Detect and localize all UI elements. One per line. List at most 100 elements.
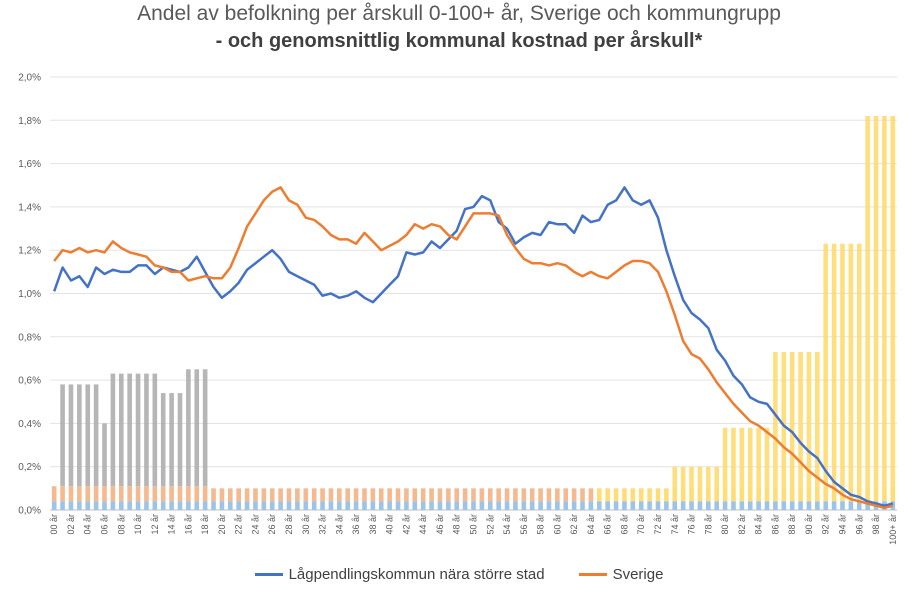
age-bar-top bbox=[697, 466, 703, 487]
age-bar-base bbox=[236, 501, 241, 510]
age-bar-mid bbox=[622, 488, 627, 502]
age-bar-base bbox=[378, 501, 384, 510]
age-bar-base bbox=[546, 501, 552, 510]
age-bar-mid bbox=[588, 488, 594, 502]
age-bar-top bbox=[773, 351, 778, 487]
x-tick-label: 36 år bbox=[351, 514, 361, 535]
x-tick-label: 88 år bbox=[787, 514, 797, 535]
age-bar-base bbox=[261, 501, 267, 510]
x-tick-label: 94 år bbox=[837, 514, 847, 535]
age-bar-mid bbox=[211, 488, 216, 502]
x-tick-label: 46 år bbox=[435, 514, 445, 535]
age-bar-base bbox=[77, 501, 82, 510]
age-bar-top bbox=[714, 466, 720, 487]
age-bar-base bbox=[739, 501, 745, 510]
age-bar-base bbox=[387, 501, 392, 510]
x-tick-label: 22 år bbox=[234, 514, 244, 535]
grid-lines bbox=[50, 76, 897, 511]
age-bar-base bbox=[420, 501, 426, 510]
age-bar-base bbox=[337, 501, 342, 510]
age-bar-mid bbox=[479, 488, 485, 502]
age-bar-mid bbox=[320, 488, 325, 502]
age-bar-base bbox=[320, 501, 325, 510]
age-bar-base bbox=[152, 501, 158, 510]
age-bar-mid bbox=[278, 488, 283, 502]
x-tick-label: 98 år bbox=[871, 514, 881, 535]
age-bar-mid bbox=[85, 486, 91, 502]
legend-item-lagpendling: Lågpendlingskommun nära större stad bbox=[254, 566, 545, 583]
age-bar-base bbox=[555, 501, 560, 510]
age-bar-mid bbox=[118, 486, 124, 502]
x-tick-label: 74 år bbox=[670, 514, 680, 535]
y-tick-label: 0,6% bbox=[18, 376, 41, 387]
age-bar-mid bbox=[68, 486, 74, 502]
age-bar-base bbox=[437, 501, 443, 510]
age-bar-base bbox=[370, 501, 376, 510]
age-bar-base bbox=[160, 501, 166, 510]
age-bar-mid bbox=[286, 488, 292, 502]
age-bar-top bbox=[856, 243, 862, 487]
age-bar-mid bbox=[831, 486, 837, 502]
x-tick-label: 70 år bbox=[636, 514, 646, 535]
age-bar-mid bbox=[60, 486, 65, 502]
age-bar-top bbox=[840, 243, 845, 487]
age-bar-mid bbox=[596, 488, 602, 502]
y-tick-label: 2,0% bbox=[18, 73, 41, 84]
y-tick-label: 0,4% bbox=[18, 419, 41, 430]
age-bar-base bbox=[85, 501, 91, 510]
age-bar-base bbox=[781, 501, 787, 510]
age-bar-top bbox=[764, 427, 770, 487]
age-bar-top bbox=[160, 393, 166, 487]
age-bar-mid bbox=[513, 488, 518, 502]
age-bar-base bbox=[68, 501, 74, 510]
chart-title: Andel av befolkning per årskull 0-100+ å… bbox=[137, 2, 781, 25]
x-tick-label: 100+ år bbox=[888, 514, 898, 545]
age-bar-base bbox=[446, 501, 451, 510]
age-bar-mid bbox=[194, 486, 200, 502]
age-bar-base bbox=[135, 501, 141, 510]
x-tick-label: 38 år bbox=[368, 514, 378, 535]
age-bar-base bbox=[496, 501, 501, 510]
age-bar-mid bbox=[563, 488, 569, 502]
age-bar-mid bbox=[227, 488, 233, 502]
age-bar-base bbox=[504, 501, 510, 510]
age-bar-base bbox=[177, 501, 183, 510]
x-tick-label: 24 år bbox=[250, 514, 260, 535]
age-bar-base bbox=[622, 501, 627, 510]
age-bar-top bbox=[823, 243, 829, 487]
x-tick-label: 40 år bbox=[385, 514, 395, 535]
x-tick-label: 48 år bbox=[452, 514, 462, 535]
age-bar-mid bbox=[680, 486, 686, 502]
age-bar-base bbox=[647, 501, 652, 510]
age-bar-top bbox=[93, 384, 99, 487]
age-bar-mid bbox=[856, 486, 862, 502]
age-bar-top bbox=[890, 115, 896, 487]
age-bar-base bbox=[194, 501, 200, 510]
age-bar-base bbox=[186, 501, 191, 510]
x-tick-label: 04 år bbox=[83, 514, 93, 535]
age-bar-top bbox=[815, 351, 820, 487]
age-bar-base bbox=[471, 501, 476, 510]
age-bar-top bbox=[152, 373, 158, 487]
age-bar-mid bbox=[722, 486, 728, 502]
age-bar-base bbox=[563, 501, 569, 510]
age-bar-top bbox=[756, 427, 761, 487]
age-bar-base bbox=[538, 501, 543, 510]
x-tick-label: 34 år bbox=[334, 514, 344, 535]
age-bar-mid bbox=[328, 488, 334, 502]
series-line-1 bbox=[53, 186, 894, 510]
age-bar-mid bbox=[630, 488, 636, 502]
x-tick-label: 50 år bbox=[469, 514, 479, 535]
age-bar-mid bbox=[370, 488, 376, 502]
chart-subtitle: - och genomsnittlig kommunal kostnad per… bbox=[215, 30, 703, 52]
age-bar-base bbox=[856, 501, 862, 510]
x-tick-label: 86 år bbox=[770, 514, 780, 535]
age-bar-top bbox=[144, 373, 149, 487]
x-tick-label: 00 år bbox=[49, 514, 59, 535]
age-bar-base bbox=[362, 501, 367, 510]
x-tick-label: 10 år bbox=[133, 514, 143, 535]
age-bar-mid bbox=[127, 486, 132, 502]
x-tick-label: 96 år bbox=[854, 514, 864, 535]
age-bar-mid bbox=[110, 486, 116, 502]
y-tick-label: 0,2% bbox=[18, 462, 41, 473]
